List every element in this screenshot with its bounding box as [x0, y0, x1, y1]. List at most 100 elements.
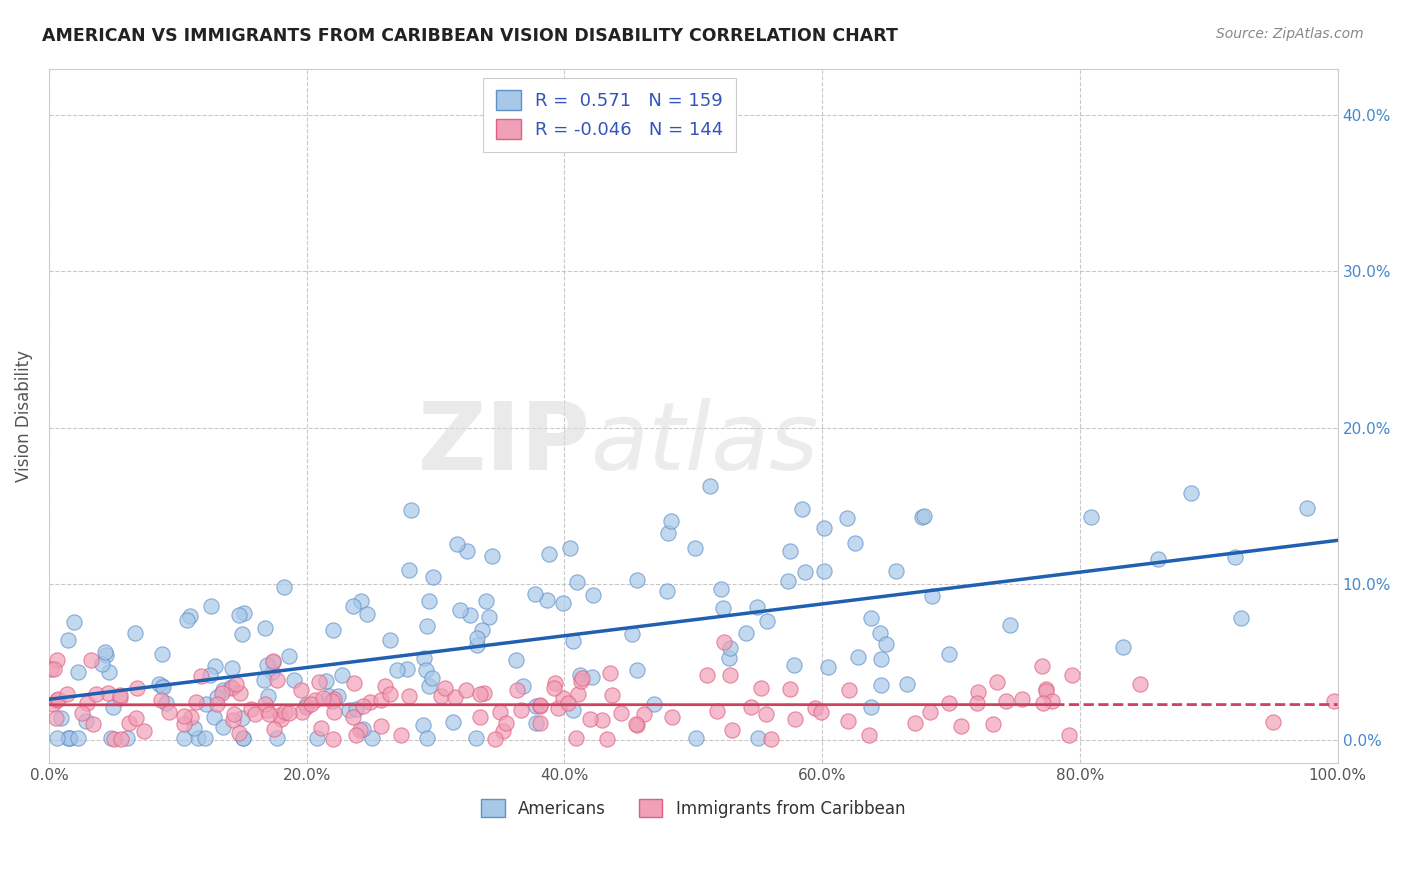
Point — [221, 661, 243, 675]
Point — [456, 544, 478, 558]
Point — [626, 574, 648, 588]
Point — [232, 606, 254, 620]
Point — [278, 706, 301, 720]
Point — [465, 631, 488, 645]
Point — [817, 659, 839, 673]
Point — [468, 687, 491, 701]
Point — [1035, 683, 1057, 698]
Point — [180, 710, 202, 724]
Point — [343, 675, 366, 690]
Point — [124, 626, 146, 640]
Point — [58, 731, 80, 746]
Point — [204, 658, 226, 673]
Point — [543, 681, 565, 696]
Point — [449, 602, 471, 616]
Point — [323, 692, 346, 706]
Point — [59, 731, 82, 746]
Point — [94, 648, 117, 662]
Point — [315, 674, 337, 689]
Point — [387, 663, 409, 677]
Point — [624, 717, 647, 731]
Point — [911, 510, 934, 524]
Point — [253, 621, 276, 635]
Point — [472, 686, 495, 700]
Point — [337, 703, 360, 717]
Point — [418, 679, 440, 693]
Point — [444, 690, 467, 704]
Point — [312, 690, 335, 705]
Point — [415, 663, 437, 677]
Point — [813, 564, 835, 578]
Point — [468, 710, 491, 724]
Point — [966, 697, 988, 711]
Point — [804, 701, 827, 715]
Point — [269, 707, 291, 722]
Point — [389, 728, 412, 742]
Point — [557, 697, 579, 711]
Point — [683, 541, 706, 555]
Point — [127, 681, 149, 696]
Point — [995, 694, 1018, 708]
Point — [183, 721, 205, 735]
Point — [232, 731, 254, 746]
Point — [256, 702, 278, 716]
Point — [418, 594, 440, 608]
Point — [599, 665, 621, 680]
Point — [718, 651, 741, 665]
Point — [740, 700, 762, 714]
Point — [858, 728, 880, 742]
Point — [416, 619, 439, 633]
Point — [374, 679, 396, 693]
Point — [91, 657, 114, 671]
Point — [491, 724, 513, 739]
Point — [239, 702, 262, 716]
Point — [70, 706, 93, 720]
Point — [76, 696, 98, 710]
Point — [458, 608, 481, 623]
Point — [103, 700, 125, 714]
Point — [80, 652, 103, 666]
Point — [110, 731, 132, 746]
Point — [56, 633, 79, 648]
Point — [42, 697, 65, 711]
Point — [361, 731, 384, 746]
Point — [837, 714, 859, 729]
Point — [495, 716, 517, 731]
Point — [896, 676, 918, 690]
Y-axis label: Vision Disability: Vision Disability — [15, 350, 32, 482]
Point — [747, 731, 769, 746]
Point — [262, 656, 284, 670]
Point — [986, 675, 1008, 690]
Point — [1129, 677, 1152, 691]
Point — [149, 693, 172, 707]
Point — [759, 731, 782, 746]
Point — [321, 694, 343, 708]
Point — [221, 681, 243, 696]
Point — [783, 657, 806, 672]
Point — [860, 611, 883, 625]
Point — [713, 635, 735, 649]
Point — [454, 682, 477, 697]
Point — [1040, 694, 1063, 708]
Point — [45, 731, 67, 746]
Point — [100, 731, 122, 746]
Point — [225, 677, 247, 691]
Point — [1111, 640, 1133, 655]
Point — [699, 479, 721, 493]
Point — [108, 691, 131, 706]
Point — [720, 723, 742, 737]
Point — [1035, 681, 1057, 696]
Point — [260, 665, 283, 679]
Point — [484, 731, 506, 746]
Point — [837, 510, 859, 524]
Point — [529, 698, 551, 713]
Point — [187, 731, 209, 746]
Point — [626, 663, 648, 677]
Point — [152, 680, 174, 694]
Point — [97, 685, 120, 699]
Point — [568, 668, 591, 682]
Point — [398, 689, 420, 703]
Point — [1011, 692, 1033, 706]
Point — [562, 634, 585, 648]
Point — [524, 699, 547, 714]
